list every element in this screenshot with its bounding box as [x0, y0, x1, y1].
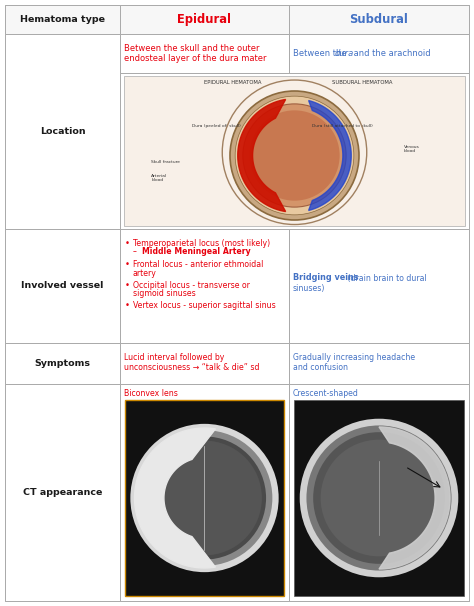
Circle shape	[137, 430, 273, 566]
Text: Vertex locus - superior sagittal sinus: Vertex locus - superior sagittal sinus	[133, 301, 276, 310]
Text: SUBDURAL HEMATOMA: SUBDURAL HEMATOMA	[332, 80, 393, 85]
Text: Frontal locus - anterior ethmoidal: Frontal locus - anterior ethmoidal	[133, 260, 264, 269]
Text: Between the: Between the	[293, 49, 349, 58]
Bar	[120, 343, 289, 384]
Text: endosteal layer of the dura mater: endosteal layer of the dura mater	[124, 54, 266, 63]
Text: Venous
blood: Venous blood	[404, 145, 419, 153]
Text: Dura (still attached to skull): Dura (still attached to skull)	[311, 124, 372, 128]
Circle shape	[249, 110, 340, 201]
Polygon shape	[135, 428, 216, 568]
Text: Hematoma type: Hematoma type	[20, 15, 105, 24]
Text: CT appearance: CT appearance	[23, 488, 102, 497]
Text: Location: Location	[40, 127, 85, 136]
Circle shape	[147, 441, 262, 555]
Bar	[120, 5, 289, 34]
Circle shape	[300, 419, 458, 578]
Text: artery: artery	[133, 268, 157, 278]
Text: unconsciousness → “talk & die” sd: unconsciousness → “talk & die” sd	[124, 363, 259, 372]
Circle shape	[243, 104, 346, 207]
Bar	[120, 229, 289, 343]
Bar	[289, 343, 469, 384]
Bar	[289, 384, 469, 601]
Text: Subdural: Subdural	[349, 13, 409, 26]
Circle shape	[130, 424, 279, 572]
Bar	[289, 5, 469, 34]
Text: Bridging veins: Bridging veins	[293, 273, 359, 282]
Text: –: –	[133, 247, 139, 256]
Bar	[5, 229, 120, 343]
Text: •: •	[125, 281, 130, 290]
Text: Arterial
blood: Arterial blood	[151, 174, 167, 182]
Bar	[5, 34, 120, 73]
Polygon shape	[379, 427, 450, 569]
Text: •: •	[125, 301, 130, 310]
Bar	[5, 384, 120, 601]
Text: and the arachnoid: and the arachnoid	[351, 49, 430, 58]
Text: Between the skull and the outer: Between the skull and the outer	[124, 44, 259, 53]
Text: •: •	[125, 239, 130, 248]
Polygon shape	[238, 99, 286, 211]
Bar	[124, 76, 465, 226]
Bar	[120, 384, 289, 601]
Bar	[5, 34, 120, 229]
Text: Temperoparietal locus (most likely): Temperoparietal locus (most likely)	[133, 239, 270, 248]
Circle shape	[235, 96, 354, 215]
Text: Involved vessel: Involved vessel	[21, 282, 104, 290]
Text: Epidural: Epidural	[177, 13, 231, 26]
Text: Crescent-shaped: Crescent-shaped	[293, 389, 359, 398]
Text: Lucid interval followed by: Lucid interval followed by	[124, 353, 224, 362]
Text: EPIDURAL HEMATOMA: EPIDURAL HEMATOMA	[204, 80, 262, 85]
Text: sigmoid sinuses: sigmoid sinuses	[133, 289, 196, 298]
Text: Symptoms: Symptoms	[35, 359, 91, 368]
Text: Gradually increasing headache: Gradually increasing headache	[293, 353, 415, 362]
Bar	[120, 34, 289, 73]
Text: and confusion: and confusion	[293, 363, 348, 372]
Bar	[289, 229, 469, 343]
Text: Middle Meningeal Artery: Middle Meningeal Artery	[142, 247, 251, 256]
Circle shape	[230, 91, 359, 220]
Circle shape	[307, 425, 452, 571]
Bar	[289, 34, 469, 73]
Circle shape	[313, 432, 445, 564]
Text: Biconvex lens: Biconvex lens	[124, 389, 178, 398]
Text: sinuses): sinuses)	[293, 284, 325, 293]
Text: Dura (peeled off skull): Dura (peeled off skull)	[192, 124, 241, 128]
Bar	[5, 343, 120, 384]
Text: dura: dura	[335, 49, 354, 58]
Bar	[5, 5, 120, 34]
Bar	[125, 400, 284, 596]
Text: •: •	[125, 260, 130, 269]
Circle shape	[320, 440, 438, 556]
Bar	[120, 73, 469, 229]
Text: Skull fracture: Skull fracture	[151, 160, 180, 164]
Circle shape	[143, 436, 266, 559]
Text: Occipital locus - transverse or: Occipital locus - transverse or	[133, 281, 250, 290]
Polygon shape	[309, 101, 351, 210]
Bar	[294, 400, 464, 596]
Text: (drain brain to dural: (drain brain to dural	[345, 273, 427, 282]
